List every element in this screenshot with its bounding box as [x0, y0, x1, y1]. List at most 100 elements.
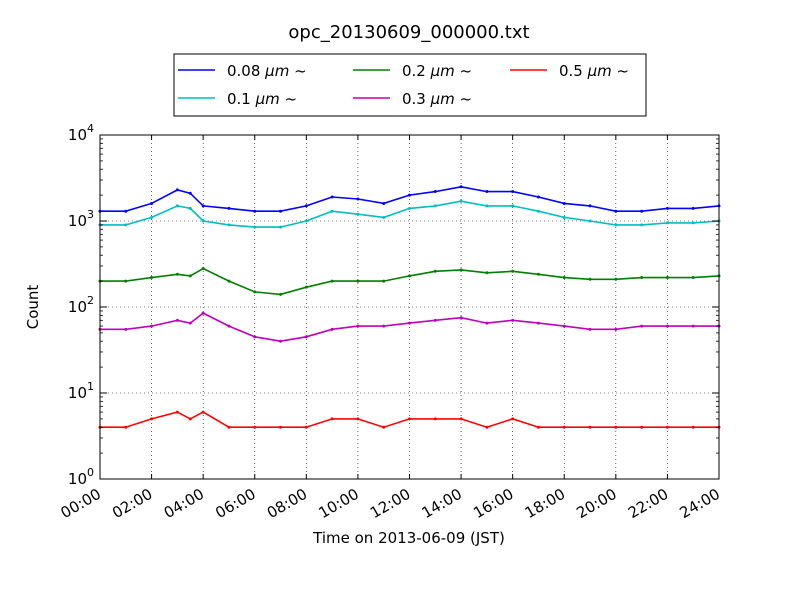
series-point [665, 276, 669, 280]
series-point [485, 425, 489, 429]
series-point [588, 219, 592, 223]
series-point [124, 279, 128, 283]
series-point [279, 292, 283, 296]
series-point [356, 324, 360, 328]
series-point [253, 209, 257, 213]
series-point [536, 425, 540, 429]
series-point [188, 274, 192, 278]
legend-label: 0.2 μm ~ [402, 62, 472, 80]
series-point [691, 221, 695, 225]
series-point [188, 206, 192, 210]
y-tick-label: 103 [68, 208, 94, 230]
legend-label: 0.5 μm ~ [559, 62, 629, 80]
legend-label: 0.08 μm ~ [227, 62, 307, 80]
series-point [253, 425, 257, 429]
series-point [253, 335, 257, 339]
series-point [279, 339, 283, 343]
legend-entry: 0.5 μm ~ [510, 62, 629, 80]
series-point [562, 215, 566, 219]
y-tick-label: 101 [68, 380, 94, 402]
series-point [227, 324, 231, 328]
series-point [691, 425, 695, 429]
series-point [175, 204, 179, 208]
series-point [227, 206, 231, 210]
series-point [665, 324, 669, 328]
series-point [201, 311, 205, 315]
series-point [124, 209, 128, 213]
series-point [408, 193, 411, 197]
series-point [253, 225, 257, 229]
series-point [588, 327, 592, 331]
series-point [614, 277, 618, 281]
series-line [100, 267, 720, 296]
legend: 0.08 μm ~ 0.1 μm ~ 0.2 μm ~ 0.3 μm ~ 0.5 μm … [173, 53, 647, 117]
series-point [227, 279, 231, 283]
series-point [536, 209, 540, 213]
series-point [459, 199, 463, 203]
series-point [562, 276, 566, 280]
series-line [100, 411, 719, 429]
series-point [330, 195, 334, 199]
series-layer [98, 185, 721, 429]
series-line [100, 200, 720, 228]
series-point [304, 204, 308, 208]
series-point [175, 272, 179, 276]
series-point [382, 279, 386, 283]
series-point [201, 267, 205, 271]
series-point [408, 417, 411, 421]
series-point [279, 425, 283, 429]
series-point [356, 279, 360, 283]
series-point [614, 209, 618, 213]
series-point [511, 417, 515, 421]
x-axis-label: Time on 2013-06-09 (JST) [312, 529, 505, 547]
series-point [175, 318, 179, 322]
series-point [485, 321, 489, 325]
legend-entry: 0.2 μm ~ [353, 62, 472, 80]
series-point [304, 425, 308, 429]
legend-entry: 0.3 μm ~ [353, 90, 472, 108]
y-tick-labels: 100 101 102 103 104 [68, 122, 94, 488]
series-point [330, 327, 334, 331]
series-point [562, 324, 566, 328]
series-point [304, 285, 308, 289]
series-point [304, 335, 308, 339]
series-point [562, 425, 566, 429]
series-point [150, 201, 154, 205]
series-point [511, 204, 515, 208]
series-point [188, 417, 192, 421]
series-point [640, 425, 644, 429]
series-point [150, 276, 154, 280]
series-point [433, 417, 437, 421]
series-point [691, 276, 695, 280]
series-point [691, 324, 695, 328]
series-point [511, 190, 515, 194]
series-point [459, 417, 463, 421]
series-point [227, 223, 231, 227]
y-axis-label: Count [24, 285, 42, 330]
series-point [485, 204, 489, 208]
series-point [433, 204, 437, 208]
series-point [588, 425, 592, 429]
series-point [588, 204, 592, 208]
series-point [382, 215, 386, 219]
series-point [562, 201, 566, 205]
series-point [382, 201, 386, 205]
series-point [330, 209, 334, 213]
series-point [175, 410, 179, 414]
series-point [485, 190, 489, 194]
series-point [511, 318, 515, 322]
series-point [665, 221, 669, 225]
series-point [227, 425, 231, 429]
series-point [150, 215, 154, 219]
series-point [201, 410, 205, 414]
series-point [150, 324, 154, 328]
series-point [124, 223, 128, 227]
series-point [640, 324, 644, 328]
series-point [614, 425, 618, 429]
series-point [614, 327, 618, 331]
series-point [201, 219, 205, 223]
series-point [188, 191, 192, 195]
grid [100, 135, 719, 479]
series-line [100, 185, 720, 212]
